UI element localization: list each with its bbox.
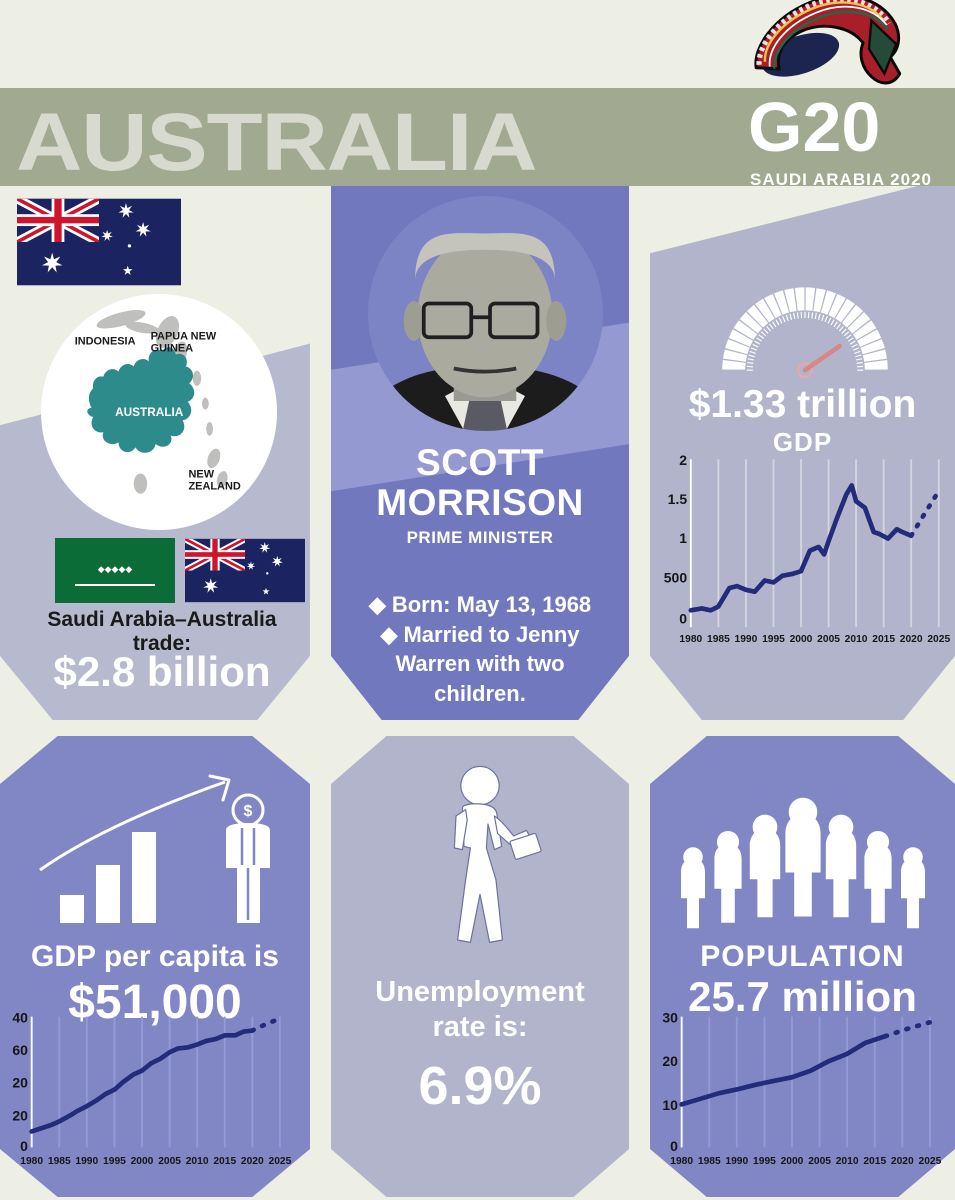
svg-text:1995: 1995 [753, 1156, 776, 1167]
svg-text:2000: 2000 [790, 634, 813, 645]
svg-text:PAPUA NEW: PAPUA NEW [151, 331, 217, 343]
svg-text:1990: 1990 [725, 1156, 748, 1167]
svg-text:0: 0 [670, 1138, 678, 1154]
svg-text:1980: 1980 [20, 1156, 43, 1167]
svg-text:20: 20 [12, 1075, 28, 1091]
svg-text:2015: 2015 [872, 634, 895, 645]
svg-text:2: 2 [679, 452, 687, 468]
svg-text:1985: 1985 [48, 1156, 71, 1167]
svg-text:2005: 2005 [808, 1156, 831, 1167]
svg-text:1985: 1985 [698, 1156, 721, 1167]
svg-text:GUINEA: GUINEA [151, 342, 194, 354]
svg-text:2000: 2000 [781, 1156, 804, 1167]
svg-text:1980: 1980 [670, 1156, 693, 1167]
svg-text:$: $ [244, 803, 253, 820]
svg-text:AUSTRALIA: AUSTRALIA [115, 406, 184, 419]
svg-text:2020: 2020 [891, 1156, 914, 1167]
svg-text:ZEALAND: ZEALAND [189, 481, 241, 493]
svg-text:1985: 1985 [707, 634, 730, 645]
svg-text:40: 40 [12, 1009, 28, 1025]
svg-text:20: 20 [662, 1053, 678, 1069]
svg-text:2020: 2020 [900, 634, 923, 645]
svg-text:0: 0 [20, 1138, 28, 1154]
svg-text:1.5: 1.5 [668, 491, 688, 507]
svg-text:500: 500 [664, 569, 688, 585]
svg-text:2015: 2015 [863, 1156, 886, 1167]
svg-text:2010: 2010 [845, 634, 868, 645]
svg-text:30: 30 [662, 1009, 678, 1025]
svg-text:2010: 2010 [186, 1156, 209, 1167]
svg-text:INDONESIA: INDONESIA [75, 336, 136, 348]
svg-text:1: 1 [679, 530, 687, 546]
svg-text:60: 60 [12, 1042, 28, 1058]
svg-text:0: 0 [679, 610, 687, 626]
svg-text:2010: 2010 [836, 1156, 859, 1167]
svg-text:2025: 2025 [919, 1156, 942, 1167]
svg-text:2025: 2025 [269, 1156, 292, 1167]
svg-text:2025: 2025 [927, 634, 950, 645]
svg-text:1995: 1995 [762, 634, 785, 645]
svg-text:10: 10 [662, 1097, 678, 1113]
svg-text:2005: 2005 [158, 1156, 181, 1167]
svg-text:2000: 2000 [131, 1156, 154, 1167]
svg-text:2005: 2005 [817, 634, 840, 645]
svg-text:1990: 1990 [735, 634, 758, 645]
svg-text:NEW: NEW [189, 469, 215, 481]
svg-text:1980: 1980 [679, 634, 702, 645]
svg-text:1995: 1995 [103, 1156, 126, 1167]
svg-text:2020: 2020 [241, 1156, 264, 1167]
svg-text:1990: 1990 [75, 1156, 98, 1167]
svg-text:20: 20 [12, 1107, 28, 1123]
svg-text:2015: 2015 [213, 1156, 236, 1167]
